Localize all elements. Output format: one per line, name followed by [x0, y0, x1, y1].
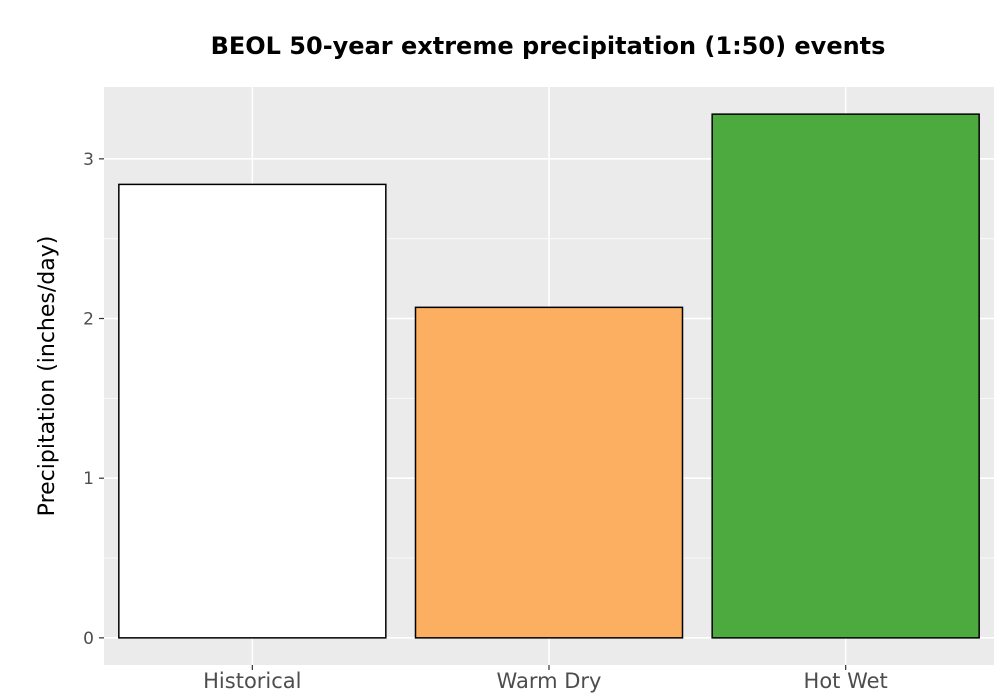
- bar-warm-dry: [414, 306, 684, 639]
- x-tick-label: Historical: [203, 669, 301, 693]
- x-tick-label: Hot Wet: [804, 669, 888, 693]
- y-axis-title: Precipitation (inches/day): [35, 236, 60, 517]
- bar-hot-wet: [711, 113, 980, 639]
- y-tick-label: 2: [83, 310, 94, 330]
- y-tick-label: 3: [83, 150, 94, 170]
- bar-historical: [118, 183, 387, 639]
- y-tick-label: 1: [83, 469, 94, 489]
- chart-title: BEOL 50-year extreme precipitation (1:50…: [211, 32, 886, 60]
- y-tick-label: 0: [83, 629, 94, 649]
- bars: [118, 113, 980, 639]
- y-axis: 0 1 2 3: [83, 150, 104, 649]
- x-tick-label: Warm Dry: [497, 669, 602, 693]
- x-axis: Historical Warm Dry Hot Wet: [203, 665, 888, 693]
